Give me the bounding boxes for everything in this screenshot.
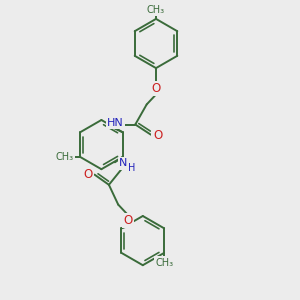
Text: HN: HN bbox=[107, 118, 124, 128]
Text: O: O bbox=[152, 82, 160, 95]
Text: CH₃: CH₃ bbox=[147, 5, 165, 15]
Text: CH₃: CH₃ bbox=[55, 152, 73, 162]
Text: O: O bbox=[153, 129, 162, 142]
Text: O: O bbox=[83, 167, 92, 181]
Text: H: H bbox=[128, 163, 135, 173]
Text: CH₃: CH₃ bbox=[155, 257, 173, 268]
Text: N: N bbox=[119, 158, 128, 169]
Text: O: O bbox=[124, 214, 133, 227]
